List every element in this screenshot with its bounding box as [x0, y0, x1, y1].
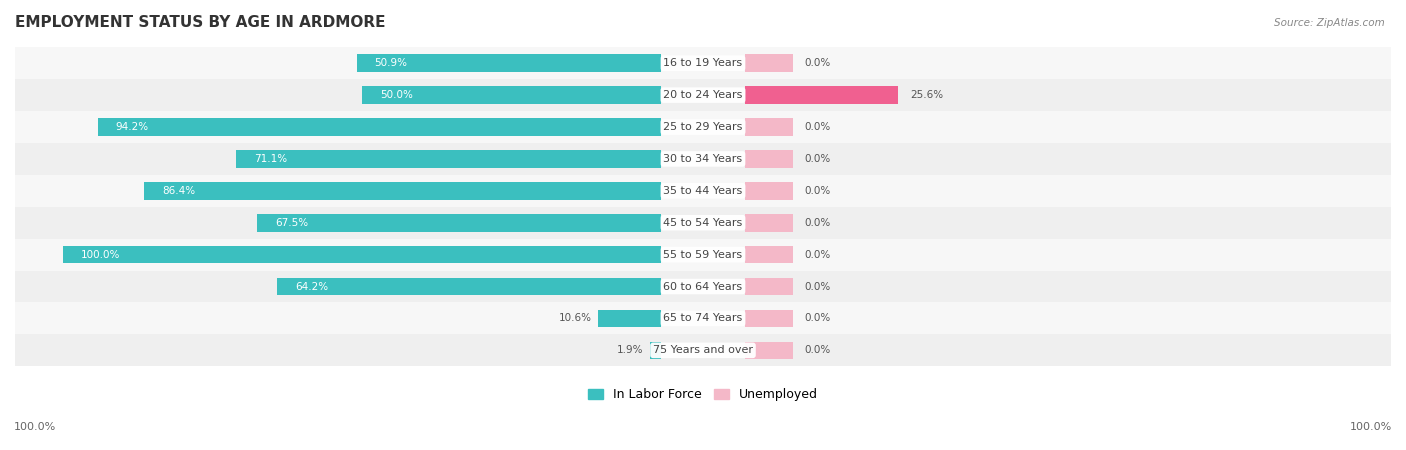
Text: 0.0%: 0.0% — [804, 282, 831, 292]
Text: 94.2%: 94.2% — [115, 122, 149, 132]
Bar — [277, 278, 661, 295]
Text: 0.0%: 0.0% — [804, 122, 831, 132]
Bar — [15, 175, 1391, 207]
Bar — [63, 246, 661, 263]
Bar — [15, 270, 1391, 302]
Bar — [145, 182, 661, 200]
Text: 35 to 44 Years: 35 to 44 Years — [664, 186, 742, 196]
Text: 100.0%: 100.0% — [80, 250, 120, 260]
Bar — [15, 334, 1391, 366]
Text: 0.0%: 0.0% — [804, 345, 831, 356]
Text: 0.0%: 0.0% — [804, 186, 831, 196]
Bar — [745, 182, 793, 200]
Text: 64.2%: 64.2% — [295, 282, 328, 292]
Text: 100.0%: 100.0% — [1350, 422, 1392, 432]
Bar — [745, 54, 793, 72]
Text: 55 to 59 Years: 55 to 59 Years — [664, 250, 742, 260]
Bar — [15, 207, 1391, 238]
Bar — [15, 111, 1391, 143]
Bar — [745, 342, 793, 359]
Text: 25 to 29 Years: 25 to 29 Years — [664, 122, 742, 132]
Text: 65 to 74 Years: 65 to 74 Years — [664, 314, 742, 324]
Text: 16 to 19 Years: 16 to 19 Years — [664, 58, 742, 68]
Text: 100.0%: 100.0% — [14, 422, 56, 432]
Text: 45 to 54 Years: 45 to 54 Years — [664, 218, 742, 228]
Text: 0.0%: 0.0% — [804, 58, 831, 68]
Bar — [15, 143, 1391, 175]
Text: 0.0%: 0.0% — [804, 250, 831, 260]
Bar — [15, 238, 1391, 270]
Text: 67.5%: 67.5% — [276, 218, 308, 228]
Bar — [650, 342, 661, 359]
Bar — [745, 246, 793, 263]
Bar — [236, 150, 661, 168]
Bar — [97, 118, 661, 136]
Bar — [745, 86, 898, 104]
Bar — [15, 47, 1391, 79]
Text: 1.9%: 1.9% — [617, 345, 644, 356]
Text: 0.0%: 0.0% — [804, 218, 831, 228]
Text: EMPLOYMENT STATUS BY AGE IN ARDMORE: EMPLOYMENT STATUS BY AGE IN ARDMORE — [15, 15, 385, 30]
Text: Source: ZipAtlas.com: Source: ZipAtlas.com — [1274, 18, 1385, 28]
Bar — [745, 118, 793, 136]
Text: 10.6%: 10.6% — [558, 314, 592, 324]
Text: 20 to 24 Years: 20 to 24 Years — [664, 90, 742, 100]
Bar — [745, 278, 793, 295]
Text: 0.0%: 0.0% — [804, 314, 831, 324]
Text: 75 Years and over: 75 Years and over — [652, 345, 754, 356]
Bar — [745, 150, 793, 168]
Bar — [357, 54, 661, 72]
Bar — [361, 86, 661, 104]
Text: 30 to 34 Years: 30 to 34 Years — [664, 154, 742, 164]
Bar — [15, 302, 1391, 334]
Text: 25.6%: 25.6% — [910, 90, 943, 100]
Text: 50.0%: 50.0% — [380, 90, 413, 100]
Text: 71.1%: 71.1% — [253, 154, 287, 164]
Bar — [745, 310, 793, 327]
Text: 50.9%: 50.9% — [374, 58, 408, 68]
Text: 60 to 64 Years: 60 to 64 Years — [664, 282, 742, 292]
Bar — [745, 214, 793, 231]
Legend: In Labor Force, Unemployed: In Labor Force, Unemployed — [583, 383, 823, 406]
Bar — [15, 79, 1391, 111]
Bar — [598, 310, 661, 327]
Text: 86.4%: 86.4% — [162, 186, 195, 196]
Bar — [257, 214, 661, 231]
Text: 0.0%: 0.0% — [804, 154, 831, 164]
